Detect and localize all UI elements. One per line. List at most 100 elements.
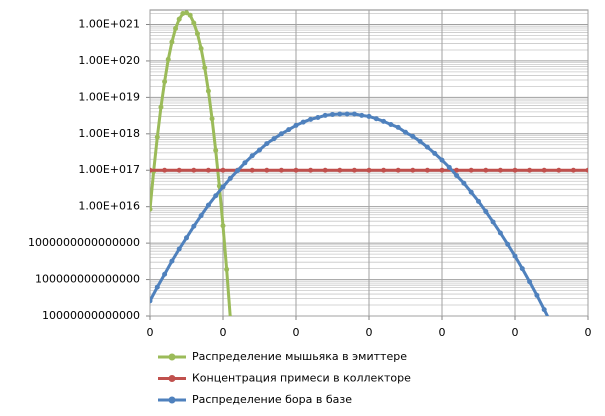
marker [497,167,503,173]
marker [154,284,160,290]
marker [173,25,179,31]
marker [308,167,314,173]
marker [220,167,226,173]
marker [228,314,233,316]
marker [191,223,197,229]
marker [519,266,525,272]
marker [293,167,299,173]
marker [439,167,445,173]
marker [205,167,211,173]
marker [424,167,430,173]
marker [176,167,182,173]
marker [187,12,193,18]
marker [330,111,335,117]
legend-label: Распределение бора в базе [192,393,352,406]
marker [373,116,379,122]
marker [381,167,387,173]
marker [184,10,189,16]
marker [512,253,518,259]
y-tick-label: 10000000000000 [42,309,140,322]
marker [505,241,511,247]
marker [344,111,350,117]
marker [424,144,430,150]
marker [220,184,226,190]
marker [150,167,153,173]
marker [483,208,489,214]
marker [293,122,299,128]
marker [490,219,496,225]
x-tick-label: 0 [512,326,519,339]
legend-marker [168,353,176,361]
marker [527,279,533,285]
y-tick-label: 1.00E+016 [78,200,140,213]
marker [410,167,416,173]
marker [322,167,328,173]
y-tick-label: 1.00E+017 [78,163,140,176]
marker [527,167,533,173]
y-tick-label: 1.00E+019 [78,90,140,103]
marker [264,141,270,147]
marker [454,167,460,173]
marker [191,20,197,26]
marker [162,79,168,85]
grid [146,10,589,320]
marker [235,168,241,174]
marker [220,223,226,229]
marker [158,104,164,110]
marker [213,147,219,153]
marker [176,246,182,252]
marker [257,147,262,153]
marker [337,111,343,117]
lines [150,10,588,327]
marker [202,65,208,71]
marker [249,153,255,159]
marker [194,31,200,37]
marker [322,112,328,118]
marker [388,122,394,128]
legend-marker [168,375,176,382]
marker [198,45,204,51]
marker [205,202,211,208]
y-tick-label: 1000000000000000 [28,236,140,249]
labels: 10000000000000 100000000000000 10000000000… [28,17,591,406]
marker [541,307,547,313]
marker [585,167,588,173]
marker [541,167,547,173]
marker [476,198,481,204]
marker [403,129,408,135]
marker [308,116,314,122]
marker [534,292,540,298]
marker [483,167,489,173]
marker [461,180,467,186]
marker [359,112,365,118]
marker [432,150,438,156]
marker [150,206,153,212]
x-tick-label: 0 [220,326,227,339]
marker [570,167,576,173]
marker [271,136,277,142]
marker [556,167,562,173]
marker [209,116,215,122]
marker [213,193,219,199]
marker [198,213,204,219]
marker [286,127,292,133]
marker [549,322,554,327]
marker [162,271,168,277]
marker [468,189,474,195]
legend-marker [168,396,176,404]
marker [242,160,248,166]
marker [278,167,284,173]
marker [351,111,357,117]
marker [224,266,230,272]
marker [176,16,182,22]
marker [154,134,160,140]
marker [162,167,168,173]
marker [227,175,233,181]
marker [191,167,197,173]
x-tick-label: 0 [147,326,154,339]
marker [468,167,474,173]
marker [300,119,306,125]
marker [169,258,175,264]
marker [169,39,175,45]
marker [205,88,211,94]
